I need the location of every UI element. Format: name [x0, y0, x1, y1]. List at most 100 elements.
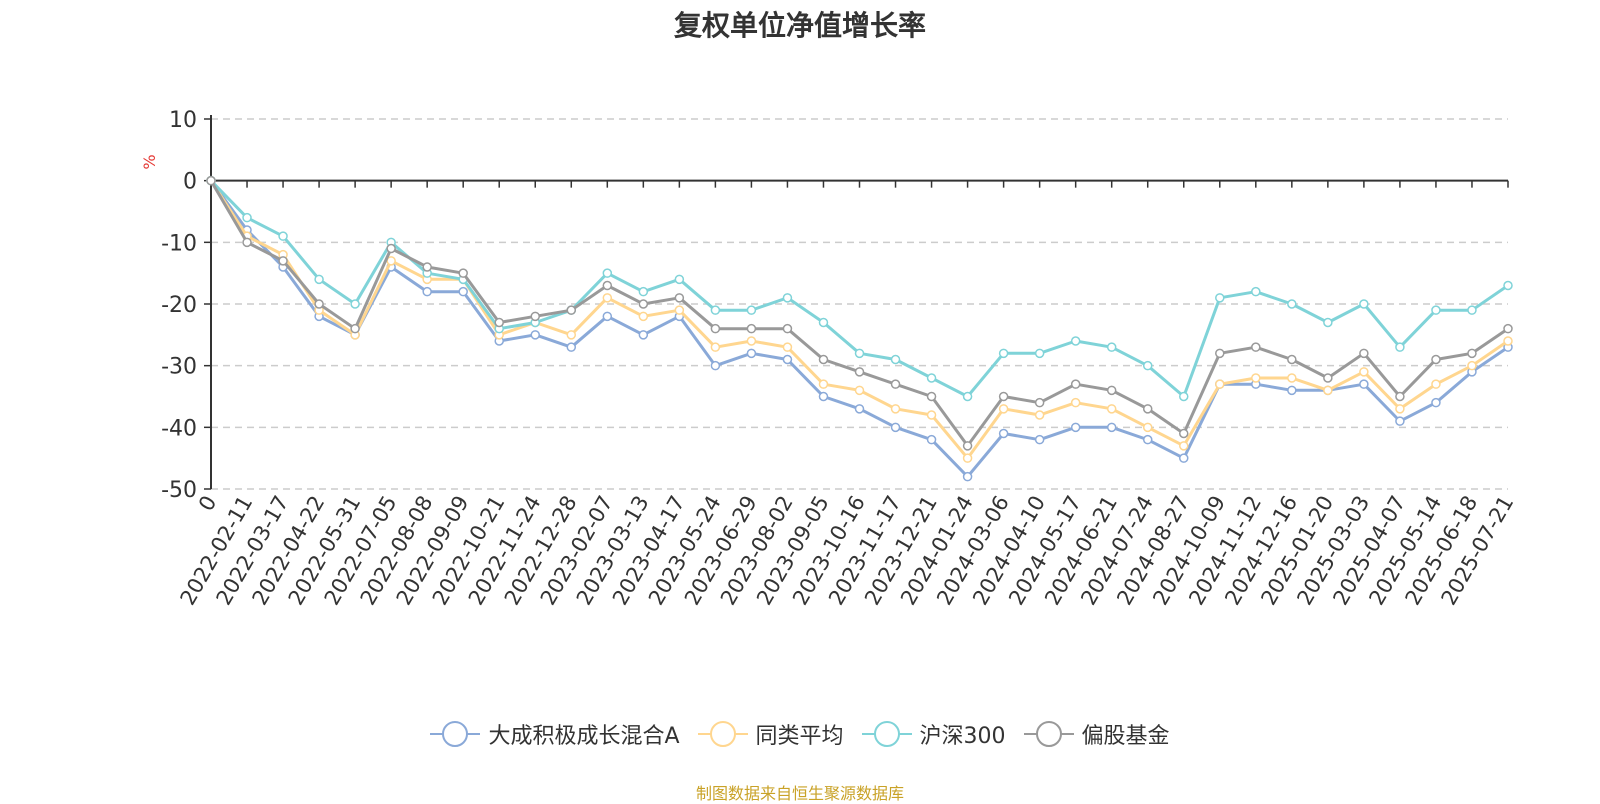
grid-layer — [211, 118, 1508, 490]
data-point — [890, 354, 901, 365]
data-point — [890, 404, 901, 414]
data-point — [674, 274, 685, 285]
data-point — [602, 293, 613, 303]
y-axis-unit-label: % — [140, 154, 159, 169]
data-point — [1323, 317, 1333, 328]
data-point — [1287, 354, 1297, 365]
data-point — [422, 286, 432, 297]
data-point — [350, 299, 360, 309]
data-point — [854, 367, 865, 377]
line-chart: 100-10-20-30-40-5002022-02-112022-03-172… — [140, 108, 1518, 609]
legend-label: 沪深300 — [919, 724, 1006, 749]
data-point — [926, 391, 937, 402]
data-point — [638, 299, 649, 309]
data-point — [1034, 348, 1045, 359]
y-tick-label: -20 — [161, 293, 197, 318]
data-point — [746, 305, 757, 315]
y-tick-label: -40 — [161, 416, 197, 441]
data-point — [962, 391, 973, 402]
data-point — [242, 237, 252, 248]
data-point — [1323, 385, 1333, 396]
data-point — [1070, 379, 1081, 389]
legend-label: 大成积极成长混合A — [488, 724, 680, 749]
data-point — [998, 348, 1009, 359]
data-point — [314, 274, 324, 285]
data-point — [1395, 342, 1405, 352]
data-point — [926, 434, 937, 445]
data-point — [854, 348, 865, 359]
data-point — [350, 323, 360, 334]
data-point — [1251, 373, 1261, 383]
series-0 — [206, 175, 1513, 482]
data-point — [1359, 299, 1369, 309]
data-point — [422, 262, 432, 272]
chart-title: 复权单位净值增长率 — [673, 9, 926, 42]
legend-item[interactable]: 同类平均 — [697, 718, 844, 750]
y-tick-label: 0 — [183, 170, 197, 195]
data-source-note: 制图数据来自恒生聚源数据库 — [695, 784, 904, 803]
data-point — [1467, 305, 1477, 315]
series-3 — [206, 175, 1513, 451]
data-point — [638, 311, 649, 322]
legend-label: 偏股基金 — [1081, 724, 1170, 749]
data-point — [1431, 305, 1441, 315]
data-point — [1179, 428, 1189, 439]
data-point — [1395, 391, 1405, 402]
data-point — [206, 175, 216, 186]
axis-layer: 100-10-20-30-40-5002022-02-112022-03-172… — [161, 108, 1518, 609]
data-point — [674, 305, 685, 315]
data-point — [602, 268, 613, 278]
data-point — [1142, 434, 1153, 445]
legend-item[interactable]: 沪深300 — [861, 718, 1006, 750]
data-point — [1215, 348, 1225, 359]
data-point — [854, 385, 865, 396]
data-point — [1359, 348, 1369, 359]
data-point — [1251, 342, 1261, 352]
data-point — [818, 391, 829, 402]
data-point — [746, 348, 757, 359]
series-line — [209, 179, 1509, 460]
data-point — [818, 317, 829, 328]
data-point — [1467, 360, 1477, 371]
data-point — [638, 286, 649, 297]
data-point — [782, 293, 793, 303]
data-point — [566, 305, 577, 315]
data-point — [386, 243, 396, 254]
data-point — [1215, 293, 1225, 303]
data-point — [1467, 348, 1477, 359]
data-point — [782, 354, 793, 365]
data-point — [998, 391, 1009, 402]
data-point — [1179, 453, 1189, 463]
legend-item[interactable]: 大成积极成长混合A — [430, 718, 680, 750]
legend-swatch-icon — [697, 720, 748, 748]
data-point — [1142, 404, 1153, 414]
data-point — [1359, 367, 1369, 377]
data-point — [1431, 397, 1441, 408]
y-tick-label: -50 — [161, 478, 197, 503]
data-point — [1106, 404, 1117, 414]
data-point — [278, 256, 288, 266]
legend-swatch-icon — [430, 720, 481, 748]
series-layer — [206, 175, 1513, 482]
data-point — [1323, 373, 1333, 383]
data-point — [674, 293, 685, 303]
data-point — [602, 311, 613, 322]
data-point — [962, 441, 973, 451]
data-point — [1431, 354, 1441, 365]
data-point — [1106, 422, 1117, 433]
legend-item[interactable]: 偏股基金 — [1023, 718, 1170, 750]
y-tick-label: -10 — [161, 231, 197, 256]
data-point — [710, 323, 721, 334]
data-point — [746, 323, 757, 334]
data-point — [782, 323, 793, 334]
data-point — [1251, 286, 1261, 297]
data-point — [890, 422, 901, 433]
x-tick-label: 0 — [194, 492, 221, 516]
data-point — [494, 317, 504, 328]
data-point — [1503, 336, 1513, 346]
data-point — [638, 330, 649, 340]
series-2 — [206, 175, 1513, 402]
data-point — [890, 379, 901, 389]
data-point — [1359, 379, 1369, 389]
data-point — [458, 268, 468, 278]
